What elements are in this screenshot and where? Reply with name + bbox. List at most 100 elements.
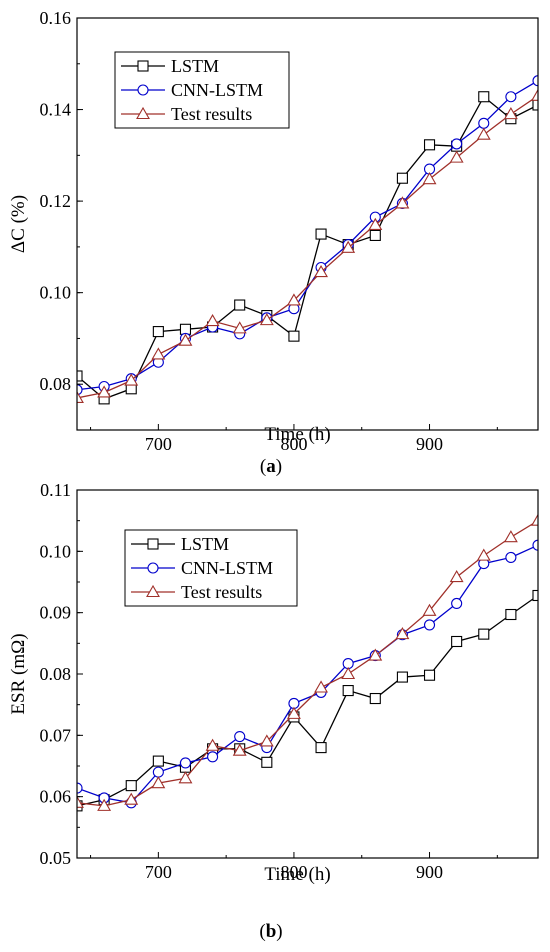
data-point [505,608,517,621]
data-point [178,333,193,346]
data-point [314,680,329,693]
data-point [449,150,464,163]
data-point [369,229,381,241]
data-point [125,780,137,792]
plot-frame [76,17,539,431]
legend-label: Test results [181,582,262,602]
legend-label: LSTM [181,534,229,554]
data-point [449,569,464,583]
x-tick-label: 700 [145,862,172,882]
data-point [232,743,247,756]
data-point [286,706,301,719]
legend-marker [137,60,149,72]
data-point [532,99,538,111]
data-point [179,323,192,335]
data-point [288,330,300,342]
data-point [77,795,84,808]
data-point [77,370,83,382]
series-line [77,95,538,400]
panel-caption: (b) [259,921,282,942]
chart-panel-a: 0.08 0.10 0.12 0.14 0.16 700 800 900 Time (h) ΔC … [8,8,539,477]
legend-marker [137,84,149,96]
data-point [314,264,329,278]
y-tick-label: 0.16 [40,8,72,28]
data-point [315,228,327,240]
data-point [261,756,273,768]
data-point [342,685,354,697]
data-point [77,782,83,794]
data-point [315,742,327,754]
x-tick-label: 700 [145,434,172,454]
data-point [478,117,490,129]
y-tick-label: 0.05 [40,848,72,868]
x-tick-label: 800 [280,434,307,454]
data-point [234,299,246,311]
data-point [152,755,164,767]
y-axis-label: ESR (mΩ) [8,633,29,714]
data-point [369,692,381,705]
data-point [396,172,408,184]
series-lstm [77,91,538,405]
caption-paren-close: ) [276,921,282,942]
data-point [422,172,437,185]
legend-marker [147,538,159,550]
y-tick-label: 0.09 [40,603,72,623]
caption-paren-open: ( [259,921,265,942]
data-point [124,792,139,805]
chart-panel-b: 0.05 0.06 0.07 0.08 0.09 0.10 0.11 700 800 900 Tim… [8,480,539,942]
x-axis-label: Time (h) [264,864,330,885]
data-point [532,75,538,87]
legend-marker [147,562,159,574]
data-point [152,766,164,778]
y-tick-label: 0.14 [40,100,72,120]
data-point [178,771,193,784]
data-point [395,196,410,209]
data-point [396,671,408,683]
x-tick-label: 900 [416,862,443,882]
series-test-results [77,513,538,811]
data-point [423,619,436,631]
caption-paren-open: ( [260,456,266,477]
y-tick-label: 0.06 [40,787,72,807]
data-point [259,734,274,747]
data-point [423,669,436,681]
data-point [97,798,112,811]
panel-caption: (a) [260,456,282,477]
data-point [341,240,356,253]
data-point [259,313,274,326]
legend: LSTM CNN-LSTM Test results [124,529,298,607]
data-point [531,88,538,101]
caption-letter: a [266,456,276,477]
data-point [451,597,463,610]
data-point [505,91,517,103]
y-tick-label: 0.10 [40,283,72,303]
y-tick-label: 0.07 [40,725,72,745]
caption-paren-close: ) [276,456,282,477]
legend-label: LSTM [171,56,219,76]
data-point [422,603,437,616]
data-point [152,326,164,338]
data-point [368,217,383,230]
data-point [205,313,220,327]
data-point [395,627,410,640]
data-point [97,385,112,398]
y-axis-label: ΔC (%) [8,195,29,253]
x-axis-label: Time (h) [264,424,330,445]
data-point [476,548,491,561]
data-point [478,628,490,640]
data-point [423,139,436,151]
y-tick-label: 0.08 [40,374,72,394]
legend: LSTM CNN-LSTM Test results [114,51,290,129]
data-point [234,731,246,743]
data-point [532,589,538,602]
data-point [503,107,518,120]
x-tick-label: 800 [280,862,307,882]
data-point [476,127,491,140]
y-tick-label: 0.08 [40,664,72,684]
data-point [451,635,463,648]
data-point [151,347,166,360]
data-point [77,390,84,404]
data-point [207,751,219,763]
x-tick-label: 900 [416,434,443,454]
